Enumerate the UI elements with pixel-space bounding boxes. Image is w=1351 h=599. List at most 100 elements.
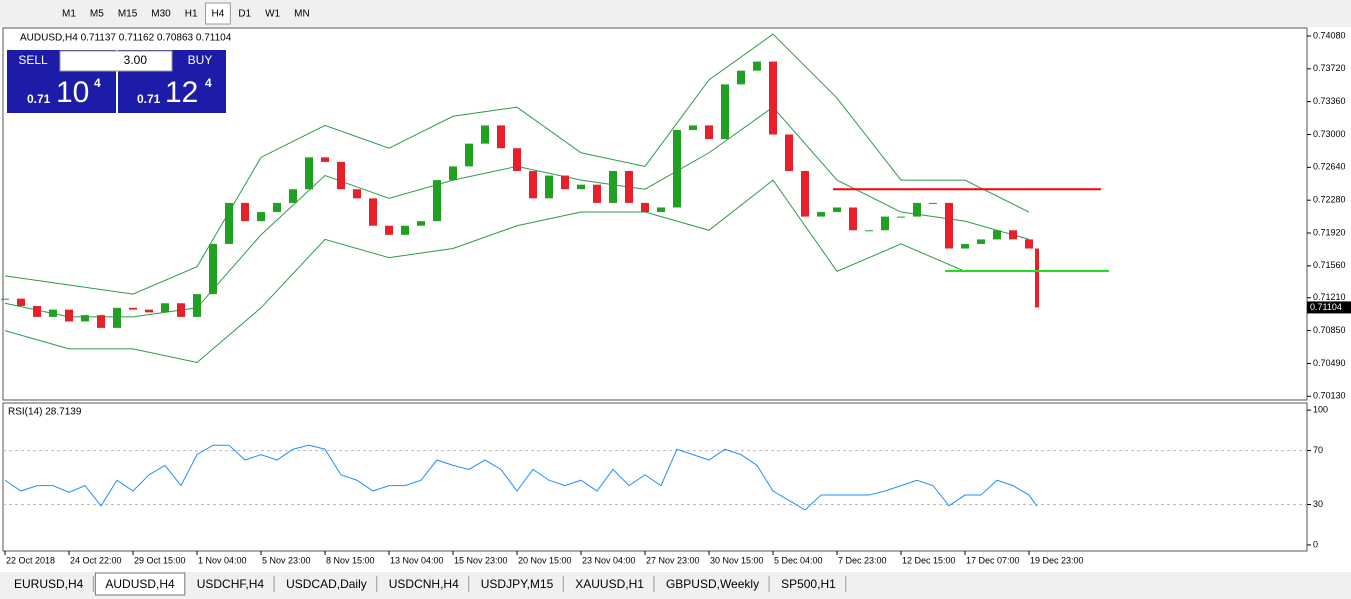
active-timeframe (205, 2, 231, 25)
x-tick-label: 23 Nov 04:00 (582, 555, 636, 565)
y-tick-label: 0.70490 (1313, 358, 1346, 368)
y-tick-label: 0.72280 (1313, 195, 1346, 205)
ask-main: 12 (165, 76, 198, 109)
x-tick-label: 13 Nov 04:00 (390, 555, 444, 565)
symbol-tab[interactable]: USDCAD,Daily (286, 577, 367, 591)
x-tick-label: 29 Oct 15:00 (134, 555, 186, 565)
timeframe-button[interactable]: D1 (238, 9, 251, 20)
candle (257, 212, 265, 222)
symbol-tab[interactable]: SP500,H1 (781, 577, 836, 591)
y-tick-label: 0.71210 (1313, 292, 1346, 302)
candle (401, 225, 409, 235)
candle (481, 125, 489, 144)
symbol-tab[interactable]: USDCHF,H4 (197, 577, 265, 591)
x-tick-label: 5 Nov 23:00 (262, 555, 311, 565)
bollinger-band (4, 179, 1029, 364)
candle (977, 239, 985, 244)
timeframe-button[interactable]: M15 (118, 9, 138, 20)
symbol-tab[interactable]: XAUUSD,H1 (575, 577, 644, 591)
candle (161, 303, 169, 313)
candle (993, 230, 1001, 240)
candle (209, 243, 217, 295)
candle (561, 175, 569, 190)
tab-bar (0, 572, 1351, 599)
symbol-tab[interactable]: USDCNH,H4 (389, 577, 459, 591)
candle (529, 170, 537, 199)
symbol-tab[interactable]: USDJPY,M15 (481, 577, 554, 591)
y-tick-label: 70 (1313, 445, 1323, 455)
timeframe-button[interactable]: MN (294, 9, 310, 20)
price-marker (1307, 301, 1351, 314)
candle (433, 180, 441, 222)
ask-big: 0.71 (137, 92, 161, 106)
timeframe-button[interactable]: H1 (185, 9, 198, 20)
rsi-panel (2, 402, 1308, 552)
price-marker-label: 0.71104 (1310, 302, 1342, 312)
sell-button[interactable]: SELL (18, 53, 48, 67)
candle (369, 198, 377, 226)
y-tick-label: 0.73000 (1313, 129, 1346, 139)
y-tick-label: 0.70850 (1313, 325, 1346, 335)
timeframe-button[interactable]: H4 (212, 9, 225, 20)
candle (945, 202, 953, 249)
trade-panel: SELL BUY 3.00 0.71 10 4 0.71 12 4 (7, 50, 226, 113)
candle (689, 125, 697, 130)
candle (65, 309, 73, 322)
lot-size[interactable]: 3.00 (124, 53, 148, 67)
candle (577, 184, 585, 190)
y-tick-label: 0.71920 (1313, 227, 1346, 237)
x-tick-label: 19 Dec 23:00 (1030, 555, 1084, 565)
candle (705, 125, 713, 140)
y-tick-label: 0.72640 (1313, 162, 1346, 172)
symbol-tab[interactable]: GBPUSD,Weekly (666, 577, 759, 591)
candle (1009, 230, 1017, 240)
candle (273, 202, 281, 213)
candle (305, 157, 313, 190)
candle (129, 307, 137, 310)
candle (193, 294, 201, 317)
candle (785, 134, 793, 171)
ask-pip: 4 (205, 76, 212, 90)
x-tick-label: 20 Nov 15:00 (518, 555, 572, 565)
candle (1035, 248, 1039, 308)
candle (145, 309, 153, 313)
candle (913, 202, 921, 217)
candle (657, 207, 665, 213)
y-tick-label: 0.74080 (1313, 30, 1346, 40)
timeframe-button[interactable]: W1 (265, 9, 280, 20)
symbol-tab[interactable]: AUDUSD,H4 (105, 577, 175, 591)
timeframe-button[interactable]: M5 (90, 9, 104, 20)
y-tick-label: 0.71560 (1313, 260, 1346, 270)
x-tick-label: 27 Nov 23:00 (646, 555, 700, 565)
candle (737, 70, 745, 85)
x-tick-label: 5 Dec 04:00 (774, 555, 823, 565)
toolbar (0, 0, 1351, 27)
candle (673, 129, 681, 208)
timeframe-button[interactable]: M1 (62, 9, 76, 20)
bid-pip: 4 (94, 76, 101, 90)
rsi-header: RSI(14) 28.7139 (8, 407, 82, 418)
candle (641, 202, 649, 213)
candle (833, 207, 841, 213)
candle (849, 207, 857, 231)
y-tick-label: 0.70130 (1313, 391, 1346, 401)
x-tick-label: 1 Nov 04:00 (198, 555, 247, 565)
candle (881, 216, 889, 231)
symbol-tab[interactable]: EURUSD,H4 (14, 577, 84, 591)
candle (17, 298, 25, 306)
candle (497, 125, 505, 149)
x-tick-label: 12 Dec 15:00 (902, 555, 956, 565)
buy-button[interactable]: BUY (188, 53, 213, 67)
candle (1, 298, 9, 300)
x-tick-label: 15 Nov 23:00 (454, 555, 508, 565)
x-tick-label: 30 Nov 15:00 (710, 555, 764, 565)
candle (897, 216, 905, 218)
y-tick-label: 0.73360 (1313, 96, 1346, 106)
candle (721, 84, 729, 140)
x-tick-label: 22 Oct 2018 (6, 555, 55, 565)
candle (865, 230, 873, 232)
lot-field[interactable] (59, 50, 173, 72)
timeframe-button[interactable]: M30 (151, 9, 171, 20)
